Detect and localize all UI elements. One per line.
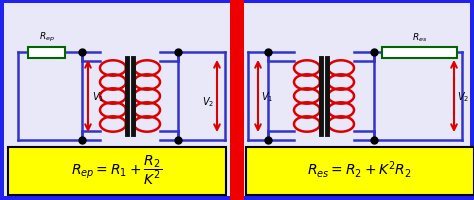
Bar: [246, 147, 474, 195]
Bar: [28, 47, 65, 58]
Bar: [230, 0, 244, 200]
Text: $R_{ep}$: $R_{ep}$: [38, 31, 55, 44]
Text: $V_1$: $V_1$: [92, 90, 104, 103]
Bar: [4, 4, 232, 196]
Text: $V_2$: $V_2$: [202, 95, 214, 108]
Bar: [8, 147, 226, 195]
Bar: [242, 4, 470, 196]
Text: $V_1$: $V_1$: [261, 90, 273, 103]
Bar: [382, 47, 457, 58]
Text: $R_{es}$: $R_{es}$: [412, 32, 427, 44]
Text: $R_{ep} = R_1 + \dfrac{R_2}{K^2}$: $R_{ep} = R_1 + \dfrac{R_2}{K^2}$: [72, 153, 163, 186]
Text: $V_2$: $V_2$: [457, 90, 469, 103]
Text: $R_{es} = R_2 + K^2R_2$: $R_{es} = R_2 + K^2R_2$: [307, 159, 411, 180]
